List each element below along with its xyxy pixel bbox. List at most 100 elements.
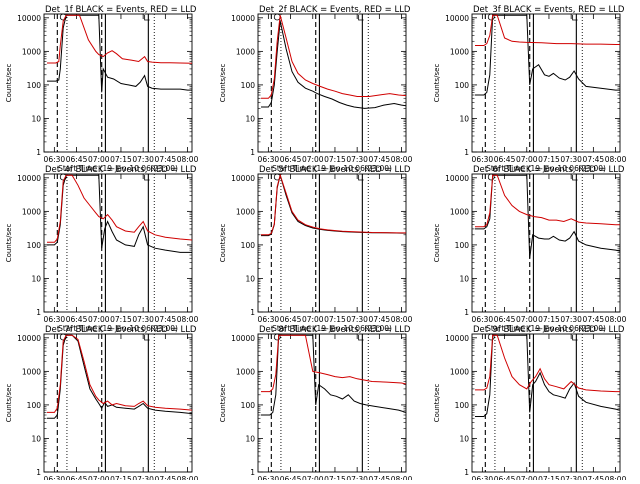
- y-tick-label: 10: [245, 114, 255, 123]
- y-tick-label: 1: [464, 148, 469, 157]
- panel-det-5: Det_5f BLACK = Events, RED = LLD 1 10 100 10…: [219, 165, 413, 333]
- x-tick-label: 07:15: [110, 155, 132, 164]
- x-tick-label: 06:45: [494, 475, 516, 480]
- x-tick-label: 07:30: [346, 155, 368, 164]
- panel-det-7: Det_7f BLACK = Events, RED = LLD 1 10 100 10…: [5, 325, 199, 484]
- x-axis-label: Start Time (19-Jan-10 06:23:00): [272, 324, 392, 333]
- plot-frame: [257, 333, 407, 473]
- y-tick-label: 1: [36, 468, 41, 477]
- y-tick-label: 10: [245, 274, 255, 283]
- plot-frame: [43, 173, 193, 313]
- panel-det-1: Det_1f BLACK = Events, RED = LLD 1 10 100 10…: [5, 5, 199, 173]
- x-axis-label: Start Time (19-Jan-10 06:23:00): [486, 324, 606, 333]
- x-tick-label: 07:30: [346, 315, 368, 324]
- y-tick-label: 10: [31, 114, 41, 123]
- x-tick-label: 07:45: [369, 155, 391, 164]
- y-axis-label: Counts/sec: [5, 224, 13, 263]
- plot-frame: [471, 173, 621, 313]
- plot-frame: [43, 13, 193, 153]
- y-tick-label: 1: [464, 468, 469, 477]
- y-tick-label: 100: [241, 81, 256, 90]
- x-axis-label: Start Time (19-Jan-10 06:23:00): [58, 164, 178, 173]
- panel-title: Det_7f BLACK = Events, RED = LLD: [45, 325, 197, 335]
- series-events-line: [261, 334, 406, 416]
- y-axis-label: Counts/sec: [219, 224, 227, 263]
- x-tick-label: 08:00: [177, 475, 199, 480]
- x-tick-label: 07:00: [516, 315, 538, 324]
- x-tick-label: 06:30: [472, 155, 494, 164]
- plot-frame: [471, 333, 621, 473]
- y-tick-label: 10000: [231, 14, 255, 23]
- x-tick-label: 07:30: [132, 155, 154, 164]
- series-lld-line: [47, 14, 192, 64]
- y-tick-label: 10000: [231, 334, 255, 343]
- x-tick-label: 08:00: [605, 315, 627, 324]
- x-tick-label: 06:30: [472, 315, 494, 324]
- series-events-line: [475, 174, 620, 259]
- panel-title: Det_9f BLACK = Events, RED = LLD: [473, 325, 625, 335]
- x-tick-label: 07:15: [110, 475, 132, 480]
- series-events-line: [47, 334, 192, 419]
- series-events-line: [475, 14, 620, 96]
- y-axis-label: Counts/sec: [433, 64, 441, 103]
- x-tick-label: 07:30: [346, 475, 368, 480]
- y-tick-label: 10000: [17, 174, 41, 183]
- y-tick-label: 1: [250, 148, 255, 157]
- x-tick-label: 07:00: [302, 155, 324, 164]
- x-tick-label: 06:30: [44, 315, 66, 324]
- y-tick-label: 1000: [236, 367, 255, 376]
- x-tick-label: 07:30: [560, 155, 582, 164]
- panel-title: Det_5f BLACK = Events, RED = LLD: [259, 165, 411, 175]
- series-lld-line: [475, 174, 620, 228]
- series-events-line: [261, 20, 406, 109]
- y-tick-label: 1: [250, 308, 255, 317]
- corner-marker: [572, 15, 578, 21]
- x-axis-label: Start Time (19-Jan-10 06:23:00): [272, 164, 392, 173]
- panel-title: Det_2f BLACK = Events, RED = LLD: [259, 5, 411, 15]
- flare-peak-marker: [273, 333, 281, 341]
- x-tick-label: 07:00: [516, 475, 538, 480]
- plot-frame: [257, 13, 407, 153]
- x-tick-label: 07:00: [302, 475, 324, 480]
- x-tick-label: 06:45: [66, 475, 88, 480]
- y-tick-label: 10: [459, 114, 469, 123]
- y-tick-label: 1000: [236, 207, 255, 216]
- y-tick-label: 10000: [445, 334, 469, 343]
- x-tick-label: 06:45: [494, 315, 516, 324]
- y-tick-label: 100: [27, 241, 42, 250]
- series-events-line: [475, 334, 620, 417]
- y-tick-label: 100: [27, 81, 42, 90]
- y-tick-label: 10000: [17, 14, 41, 23]
- corner-marker: [572, 335, 578, 341]
- y-tick-label: 1000: [22, 47, 41, 56]
- x-tick-label: 06:30: [44, 155, 66, 164]
- x-tick-label: 07:45: [369, 315, 391, 324]
- panel-det-4: Det_4f BLACK = Events, RED = LLD 1 10 100 10…: [5, 165, 199, 333]
- x-tick-label: 07:45: [583, 155, 605, 164]
- x-tick-label: 06:45: [280, 475, 302, 480]
- series-events-line: [47, 14, 192, 93]
- series-lld-line: [475, 14, 620, 46]
- x-tick-label: 07:00: [88, 315, 110, 324]
- x-tick-label: 08:00: [177, 155, 199, 164]
- x-tick-label: 06:45: [280, 155, 302, 164]
- corner-marker: [572, 175, 578, 181]
- panel-title: Det_4f BLACK = Events, RED = LLD: [45, 165, 197, 175]
- y-tick-label: 10: [459, 434, 469, 443]
- series-lld-line: [47, 334, 192, 413]
- corner-marker: [144, 335, 150, 341]
- x-tick-label: 07:00: [516, 155, 538, 164]
- y-axis-label: Counts/sec: [433, 384, 441, 423]
- x-tick-label: 07:30: [560, 475, 582, 480]
- panel-det-9: Det_9f BLACK = Events, RED = LLD 1 10 100 10…: [433, 325, 627, 484]
- panel-title: Det_3f BLACK = Events, RED = LLD: [473, 5, 625, 15]
- y-tick-label: 1000: [236, 47, 255, 56]
- panel-det-6: Det_6f BLACK = Events, RED = LLD 1 10 100 10…: [433, 165, 627, 333]
- x-tick-label: 06:45: [494, 155, 516, 164]
- y-tick-label: 10000: [445, 174, 469, 183]
- x-tick-label: 07:00: [88, 475, 110, 480]
- corner-marker: [358, 15, 364, 21]
- y-tick-label: 1000: [450, 207, 469, 216]
- x-tick-label: 07:30: [132, 315, 154, 324]
